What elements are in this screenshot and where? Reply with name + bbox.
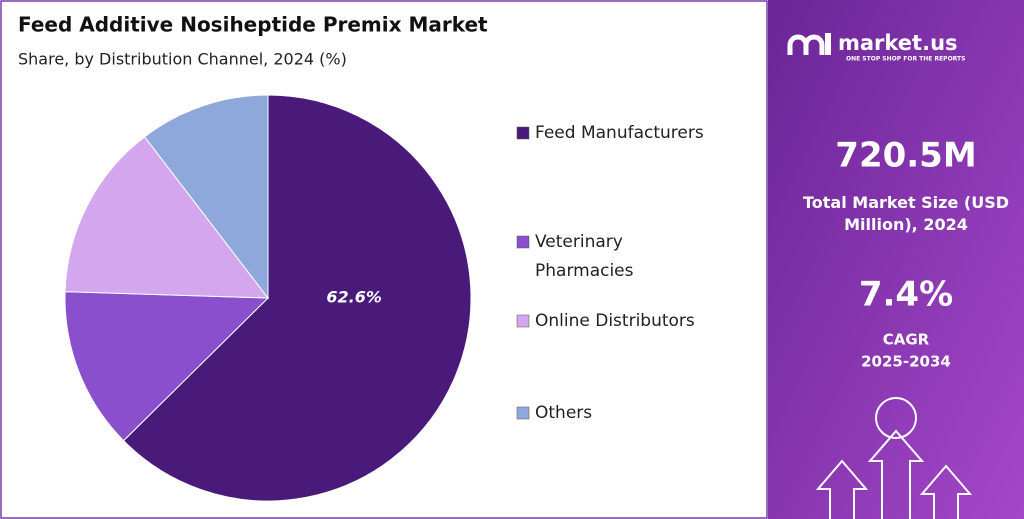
legend-swatch <box>516 314 530 328</box>
legend-swatch <box>516 126 530 140</box>
legend-item: Others <box>535 403 593 423</box>
decoration <box>815 397 973 519</box>
legend-label: Online Distributors <box>535 311 695 331</box>
legend-item: Feed Manufacturers <box>535 123 704 143</box>
legend-label: Feed Manufacturers <box>535 123 704 143</box>
logo-icon <box>787 34 825 55</box>
chart-title: Feed Additive Nosiheptide Premix Market <box>18 13 488 37</box>
pie-slice <box>143 94 269 300</box>
cagr-period: 2025-2034 <box>861 353 951 371</box>
legend-label: Others <box>535 403 593 423</box>
logo: market.us ONE STOP SHOP FOR THE REPORTS <box>787 31 965 63</box>
pie-slice <box>122 94 472 502</box>
tagline: ONE STOP SHOP FOR THE REPORTS <box>846 56 965 63</box>
arrow-icon <box>919 464 973 519</box>
market-size-label-box: Total Market Size (USD Million), 2024 <box>802 193 1010 234</box>
arrow-icon <box>815 459 869 519</box>
chart-subtitle: Share, by Distribution Channel, 2024 (%) <box>18 50 347 69</box>
side-panel <box>768 0 1024 519</box>
legend-item: Online Distributors <box>535 311 695 331</box>
coin-icon <box>875 397 917 439</box>
logo-icon <box>825 33 831 55</box>
legend-item: Veterinary Pharmacies <box>535 232 634 281</box>
brand: market.us <box>838 31 958 55</box>
pie-slice <box>64 291 270 442</box>
legend-label: Veterinary Pharmacies <box>535 232 634 281</box>
pie-slice <box>64 136 270 299</box>
cagr: 7.4% <box>859 275 953 315</box>
market-size: 720.5M <box>835 136 976 176</box>
data-label: 62.6% <box>326 288 382 307</box>
cagr-label: CAGR <box>883 331 930 349</box>
arrow-icon <box>867 429 925 519</box>
legend-swatch <box>516 406 530 420</box>
market-size-label: Total Market Size (USD Million), 2024 <box>802 193 1010 234</box>
legend-swatch <box>516 235 530 249</box>
